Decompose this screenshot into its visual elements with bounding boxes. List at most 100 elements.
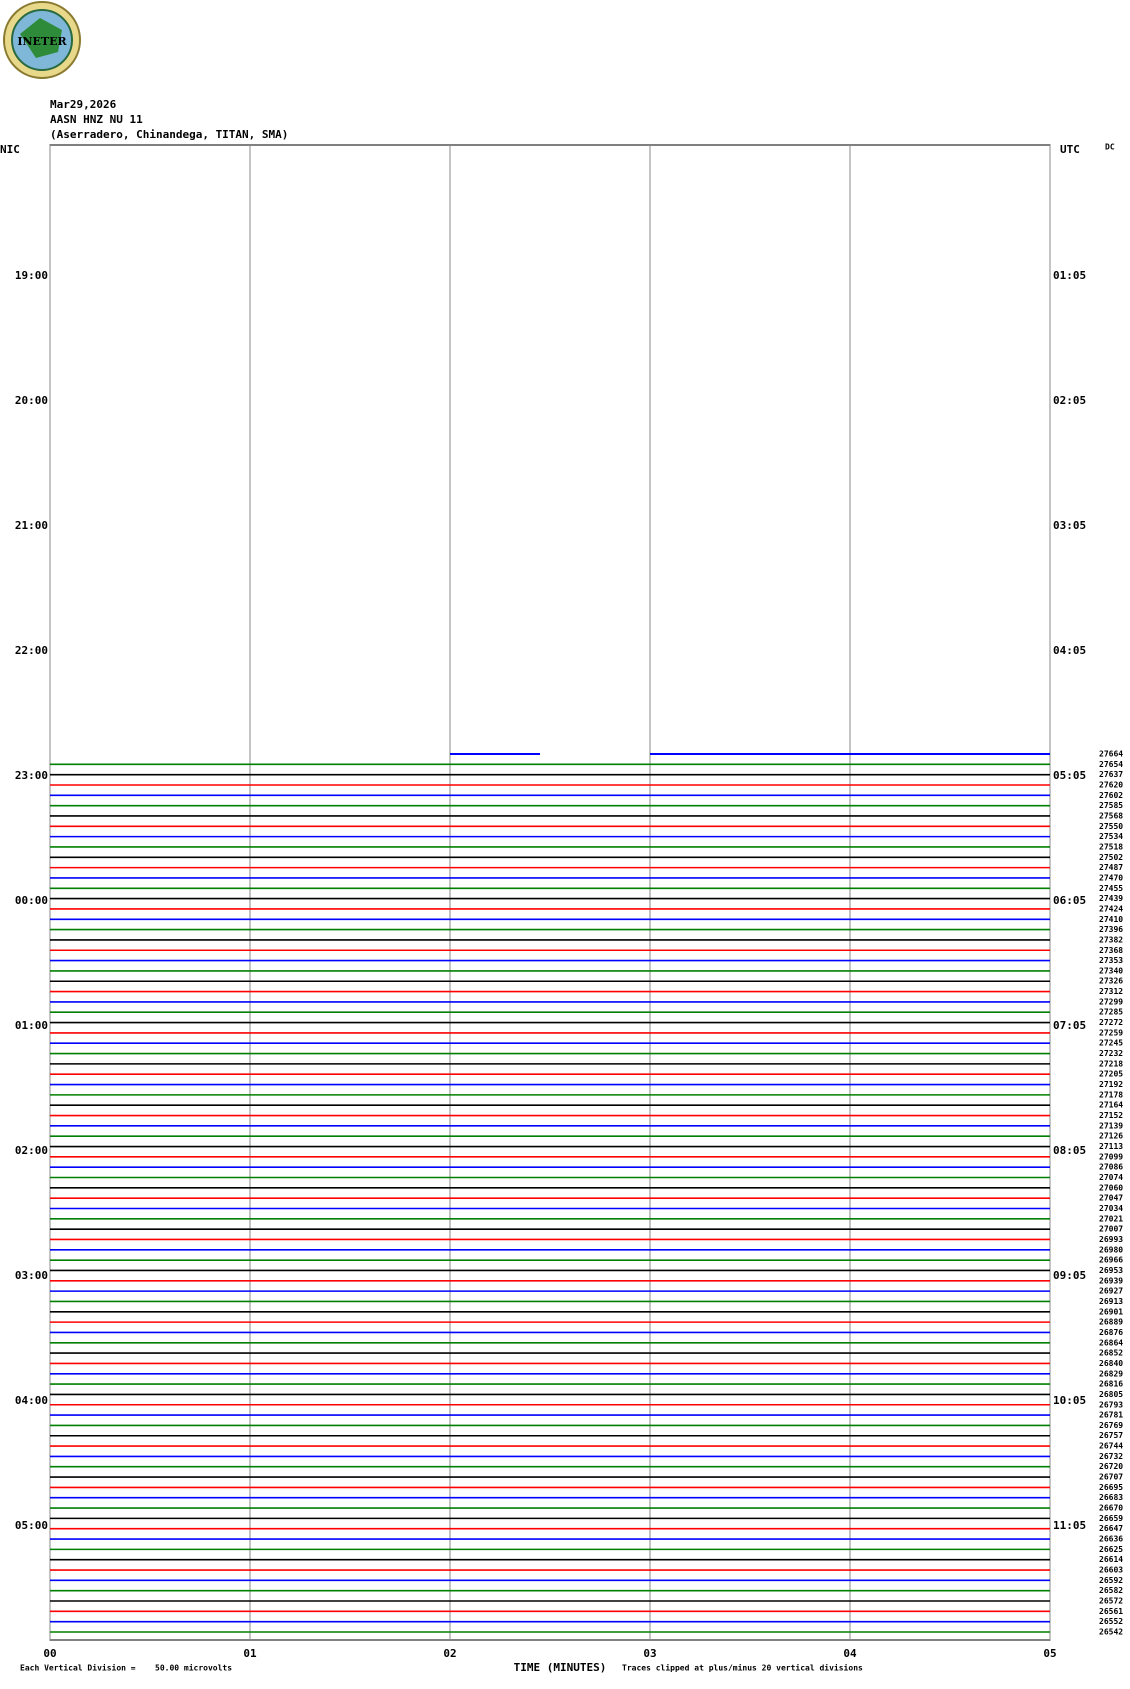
trace-label: 27470: [1099, 873, 1123, 882]
right-time-label: 10:05: [1053, 1394, 1086, 1407]
trace-label: 26552: [1099, 1617, 1123, 1626]
trace-label: 26625: [1099, 1545, 1123, 1554]
trace-label: 26707: [1099, 1473, 1123, 1482]
x-axis-label: TIME (MINUTES): [514, 1661, 607, 1674]
trace-label: 27099: [1099, 1152, 1123, 1161]
logo-map: [20, 18, 62, 58]
left-time-label: 01:00: [15, 1019, 48, 1032]
right-time-label: 02:05: [1053, 394, 1086, 407]
trace-label: 26561: [1099, 1607, 1123, 1616]
trace-label: 27192: [1099, 1080, 1123, 1089]
trace-label: 27654: [1099, 760, 1123, 769]
trace-label: 27074: [1099, 1173, 1123, 1182]
left-time-label: 21:00: [15, 519, 48, 532]
footer-right: Traces clipped at plus/minus 20 vertical…: [622, 1663, 863, 1673]
right-time-label: 11:05: [1053, 1519, 1086, 1532]
trace-label: 27113: [1099, 1142, 1123, 1151]
trace-label: 26695: [1099, 1483, 1123, 1492]
trace-label: 27312: [1099, 987, 1123, 996]
trace-label: 27410: [1099, 915, 1123, 924]
trace-label: 26953: [1099, 1266, 1123, 1275]
trace-label: 27126: [1099, 1132, 1123, 1141]
trace-label: 27060: [1099, 1183, 1123, 1192]
trace-label: 27178: [1099, 1090, 1123, 1099]
x-tick-label: 02: [443, 1647, 456, 1660]
trace-label: 27439: [1099, 894, 1123, 903]
x-tick-label: 03: [643, 1647, 656, 1660]
trace-label: 27034: [1099, 1204, 1123, 1213]
trace-label: 27620: [1099, 780, 1123, 789]
trace-label: 26876: [1099, 1328, 1123, 1337]
trace-label: 26927: [1099, 1287, 1123, 1296]
trace-label: 26816: [1099, 1380, 1123, 1389]
trace-label: 27086: [1099, 1163, 1123, 1172]
trace-label: 27455: [1099, 884, 1123, 893]
trace-label: 27218: [1099, 1059, 1123, 1068]
trace-label: 27007: [1099, 1225, 1123, 1234]
trace-label: 27424: [1099, 904, 1123, 913]
trace-label: 26744: [1099, 1442, 1123, 1451]
left-time-label: 05:00: [15, 1519, 48, 1532]
trace-label: 26659: [1099, 1514, 1123, 1523]
trace-label: 27518: [1099, 842, 1123, 851]
trace-label: 27285: [1099, 1008, 1123, 1017]
trace-label: 27602: [1099, 791, 1123, 800]
trace-label: 26757: [1099, 1431, 1123, 1440]
trace-label: 27152: [1099, 1111, 1123, 1120]
trace-label: 26636: [1099, 1535, 1123, 1544]
trace-label: 26683: [1099, 1493, 1123, 1502]
trace-label: 26542: [1099, 1628, 1123, 1637]
footer-left: Each Vertical Division =: [20, 1663, 136, 1673]
x-tick-label: 05: [1043, 1647, 1056, 1660]
trace-label: 27585: [1099, 801, 1123, 810]
trace-label: 27232: [1099, 1049, 1123, 1058]
footer-scale: 50.00 microvolts: [155, 1663, 232, 1673]
trace-label: 26864: [1099, 1338, 1123, 1347]
left-time-label: 04:00: [15, 1394, 48, 1407]
trace-label: 26939: [1099, 1276, 1123, 1285]
x-tick-label: 01: [243, 1647, 257, 1660]
trace-label: 26647: [1099, 1524, 1123, 1533]
left-time-label: 19:00: [15, 269, 48, 282]
trace-label: 27502: [1099, 853, 1123, 862]
trace-label: 27326: [1099, 977, 1123, 986]
trace-label: 27664: [1099, 750, 1123, 759]
left-time-label: 00:00: [15, 894, 48, 907]
right-time-label: 03:05: [1053, 519, 1086, 532]
right-time-label: 06:05: [1053, 894, 1086, 907]
trace-label: 26889: [1099, 1318, 1123, 1327]
logo-text: INETER: [17, 35, 67, 48]
logo: INETER: [3, 1, 81, 79]
trace-label: 26781: [1099, 1411, 1123, 1420]
trace-label: 26769: [1099, 1421, 1123, 1430]
trace-label: 26603: [1099, 1566, 1123, 1575]
x-tick-label: 04: [843, 1647, 857, 1660]
title-line: (Aserradero, Chinandega, TITAN, SMA): [50, 128, 288, 141]
trace-label: 26614: [1099, 1555, 1123, 1564]
trace-label: 26966: [1099, 1256, 1123, 1265]
trace-label: 27340: [1099, 966, 1123, 975]
trace-label: 27396: [1099, 925, 1123, 934]
right-axis-label: UTC: [1060, 143, 1080, 156]
trace-label: 27487: [1099, 863, 1123, 872]
left-time-label: 22:00: [15, 644, 48, 657]
trace-label: 27550: [1099, 822, 1123, 831]
trace-label: 26913: [1099, 1297, 1123, 1306]
trace-label: 27259: [1099, 1028, 1123, 1037]
trace-label: 26720: [1099, 1462, 1123, 1471]
trace-label: 27353: [1099, 956, 1123, 965]
trace-label: 27534: [1099, 832, 1123, 841]
trace-label: 27205: [1099, 1070, 1123, 1079]
left-time-label: 03:00: [15, 1269, 48, 1282]
left-time-label: 02:00: [15, 1144, 48, 1157]
trace-label: 26852: [1099, 1349, 1123, 1358]
trace-label: 26993: [1099, 1235, 1123, 1244]
x-tick-label: 00: [43, 1647, 56, 1660]
trace-label: 27368: [1099, 946, 1123, 955]
right-time-label: 01:05: [1053, 269, 1086, 282]
right-time-label: 08:05: [1053, 1144, 1086, 1157]
left-time-label: 23:00: [15, 769, 48, 782]
trace-label: 26582: [1099, 1586, 1123, 1595]
